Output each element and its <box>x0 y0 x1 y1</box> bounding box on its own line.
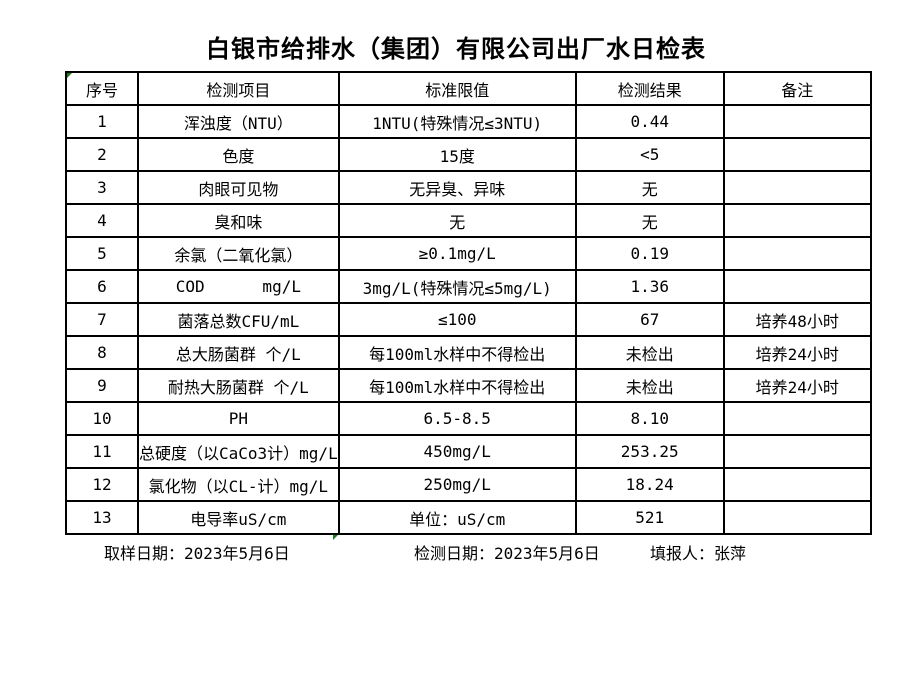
cell-standard: 每100ml水样中不得检出 <box>337 368 577 403</box>
cell-result: 无 <box>574 170 725 205</box>
header-standard: 标准限值 <box>337 71 577 106</box>
cell-standard: 250mg/L <box>337 467 577 502</box>
cell-item: 浑浊度（NTU） <box>137 104 340 139</box>
cell-note <box>722 401 872 436</box>
cell-note <box>722 500 872 535</box>
cell-result: 67 <box>574 302 725 337</box>
cell-result: <5 <box>574 137 725 172</box>
cell-note: 培养24小时 <box>722 368 872 403</box>
table-row: 4 臭和味 无 无 <box>65 203 872 238</box>
cell-item: 总硬度（以CaCo3计）mg/L <box>137 434 340 469</box>
header-result: 检测结果 <box>574 71 725 106</box>
cell-result: 253.25 <box>574 434 725 469</box>
header-note: 备注 <box>722 71 872 106</box>
cell-item: 耐热大肠菌群 个/L <box>137 368 340 403</box>
cell-note <box>722 203 872 238</box>
header-no: 序号 <box>65 71 139 106</box>
cell-item: 总大肠菌群 个/L <box>137 335 340 370</box>
cell-item: PH <box>137 401 340 436</box>
cell-no: 5 <box>65 236 139 271</box>
cell-standard: 每100ml水样中不得检出 <box>337 335 577 370</box>
cell-item: 菌落总数CFU/mL <box>137 302 340 337</box>
inspection-table: 序号 检测项目 标准限值 检测结果 备注 1 浑浊度（NTU） 1NTU(特殊情… <box>65 71 872 535</box>
cell-item: 余氯（二氧化氯） <box>137 236 340 271</box>
cell-result: 未检出 <box>574 335 725 370</box>
cell-no: 7 <box>65 302 139 337</box>
cell-result: 未检出 <box>574 368 725 403</box>
reporter: 填报人：张萍 <box>650 544 747 563</box>
page-title: 白银市给排水（集团）有限公司出厂水日检表 <box>206 35 706 63</box>
cell-result: 0.44 <box>574 104 725 139</box>
cell-item: COD mg/L <box>137 269 340 304</box>
testing-date: 检测日期：2023年5月6日 <box>414 544 600 563</box>
cell-standard: 无 <box>337 203 577 238</box>
cell-standard: 6.5-8.5 <box>337 401 577 436</box>
sampling-date: 取样日期：2023年5月6日 <box>104 544 290 563</box>
cell-note <box>722 170 872 205</box>
cell-standard: 15度 <box>337 137 577 172</box>
cell-item: 肉眼可见物 <box>137 170 340 205</box>
cell-no: 3 <box>65 170 139 205</box>
cell-no: 10 <box>65 401 139 436</box>
table-row: 10 PH 6.5-8.5 8.10 <box>65 401 872 436</box>
cell-note <box>722 236 872 271</box>
excel-error-indicator-icon <box>333 535 338 540</box>
cell-standard: 3mg/L(特殊情况≤5mg/L) <box>337 269 577 304</box>
cell-note: 培养48小时 <box>722 302 872 337</box>
cell-standard: ≥0.1mg/L <box>337 236 577 271</box>
table-row: 3 肉眼可见物 无异臭、异味 无 <box>65 170 872 205</box>
cell-result: 0.19 <box>574 236 725 271</box>
cell-no: 8 <box>65 335 139 370</box>
table-row: 5 余氯（二氧化氯） ≥0.1mg/L 0.19 <box>65 236 872 271</box>
cell-note <box>722 269 872 304</box>
cell-no: 2 <box>65 137 139 172</box>
cell-no: 13 <box>65 500 139 535</box>
cell-result: 521 <box>574 500 725 535</box>
cell-result: 1.36 <box>574 269 725 304</box>
cell-standard: ≤100 <box>337 302 577 337</box>
cell-standard: 1NTU(特殊情况≤3NTU) <box>337 104 577 139</box>
table-row: 2 色度 15度 <5 <box>65 137 872 172</box>
table-row: 8 总大肠菌群 个/L 每100ml水样中不得检出 未检出 培养24小时 <box>65 335 872 370</box>
cell-note <box>722 104 872 139</box>
cell-result: 18.24 <box>574 467 725 502</box>
cell-standard: 单位：uS/cm <box>337 500 577 535</box>
cell-standard: 无异臭、异味 <box>337 170 577 205</box>
table-row: 1 浑浊度（NTU） 1NTU(特殊情况≤3NTU) 0.44 <box>65 104 872 139</box>
cell-no: 4 <box>65 203 139 238</box>
cell-result: 无 <box>574 203 725 238</box>
cell-no: 6 <box>65 269 139 304</box>
table-row: 9 耐热大肠菌群 个/L 每100ml水样中不得检出 未检出 培养24小时 <box>65 368 872 403</box>
table-row: 13 电导率uS/cm 单位：uS/cm 521 <box>65 500 872 535</box>
cell-no: 9 <box>65 368 139 403</box>
cell-item: 氯化物（以CL-计）mg/L <box>137 467 340 502</box>
table-row: 11 总硬度（以CaCo3计）mg/L 450mg/L 253.25 <box>65 434 872 469</box>
cell-item: 臭和味 <box>137 203 340 238</box>
cell-note <box>722 434 872 469</box>
cell-standard: 450mg/L <box>337 434 577 469</box>
cell-note: 培养24小时 <box>722 335 872 370</box>
table-row: 12 氯化物（以CL-计）mg/L 250mg/L 18.24 <box>65 467 872 502</box>
table-row: 6 COD mg/L 3mg/L(特殊情况≤5mg/L) 1.36 <box>65 269 872 304</box>
cell-note <box>722 137 872 172</box>
cell-item: 色度 <box>137 137 340 172</box>
cell-item: 电导率uS/cm <box>137 500 340 535</box>
cell-no: 12 <box>65 467 139 502</box>
table-row: 7 菌落总数CFU/mL ≤100 67 培养48小时 <box>65 302 872 337</box>
cell-result: 8.10 <box>574 401 725 436</box>
table-header-row: 序号 检测项目 标准限值 检测结果 备注 <box>65 71 872 106</box>
cell-no: 1 <box>65 104 139 139</box>
header-item: 检测项目 <box>137 71 340 106</box>
cell-no: 11 <box>65 434 139 469</box>
cell-note <box>722 467 872 502</box>
